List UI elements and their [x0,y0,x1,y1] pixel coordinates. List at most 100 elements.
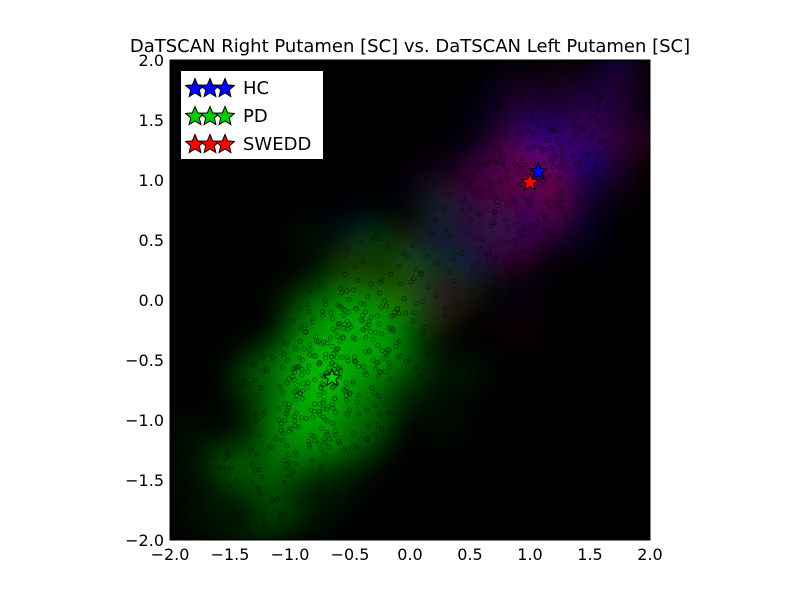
density-glow [207,571,229,593]
data-point [622,144,628,150]
density-glow [491,146,514,169]
data-point [307,445,313,451]
data-point [318,385,324,391]
data-point [249,362,255,368]
density-glow [324,480,347,503]
density-glow [350,231,373,254]
data-point [491,213,497,219]
data-point [368,281,374,287]
data-point [411,276,417,282]
data-point [410,318,416,324]
data-point [558,164,564,170]
data-point [541,90,547,96]
data-point [294,410,300,416]
data-point [293,346,299,352]
data-point [525,199,531,205]
density-glow [493,66,516,89]
data-point [481,162,487,168]
data-point [378,304,384,310]
density-glow [389,272,412,295]
data-point [474,236,480,242]
density-glow [177,420,200,443]
x-tick-label: −2.0 [151,545,190,564]
data-point [327,436,333,442]
data-point [351,431,357,437]
density-glow [441,361,464,384]
data-point [329,402,335,408]
data-point [325,404,331,410]
data-point [442,417,448,423]
data-point [434,261,440,267]
data-point [366,322,372,328]
data-point [321,390,327,396]
data-point [318,425,324,431]
data-point [432,178,438,184]
data-point [584,152,590,158]
data-point [309,457,315,463]
density-glow [462,127,485,150]
data-point [584,104,590,110]
data-point [308,407,314,413]
data-point [224,448,230,454]
x-tick-label: 0.5 [457,545,482,564]
data-point [356,411,362,417]
data-point [619,177,625,183]
centroid-star-pd [322,367,342,387]
data-point [595,117,601,123]
data-point [492,195,498,201]
data-point [424,254,430,260]
data-point [530,113,536,119]
data-point [511,144,517,150]
data-point [517,263,523,269]
legend-star [185,77,206,98]
density-glow [590,131,613,154]
data-point [378,369,384,375]
data-point [447,269,453,275]
data-point [385,243,391,249]
data-point [350,443,356,449]
data-point [553,128,559,134]
data-point [360,312,366,318]
data-point [386,359,392,365]
data-point [368,314,374,320]
data-point [363,372,369,378]
density-glow [450,199,473,222]
data-point [471,191,477,197]
data-point [341,312,347,318]
data-point [523,170,529,176]
data-point [330,326,336,332]
data-point [298,391,304,397]
data-point [571,80,577,86]
data-point [224,467,230,473]
data-point [311,401,317,407]
data-point [340,335,346,341]
data-point [517,172,523,178]
data-point [282,466,288,472]
data-point [326,269,332,275]
data-point [363,324,369,330]
data-point [412,393,418,399]
data-point [556,198,562,204]
data-point [486,261,492,267]
data-point [316,392,322,398]
data-point [196,514,202,520]
data-point [223,455,229,461]
data-point [366,348,372,354]
data-point [302,322,308,328]
data-point [521,89,527,95]
data-point [539,209,545,215]
data-point [558,143,564,149]
data-point [559,148,565,154]
y-tick-label: −2.0 [125,531,164,550]
data-point [316,360,322,366]
data-point [564,166,570,172]
data-point [307,289,313,295]
data-point [324,406,330,412]
data-point [309,515,315,521]
data-point [494,198,500,204]
data-point [326,365,332,371]
data-point [584,235,590,241]
density-glow [573,117,596,140]
data-point [293,397,299,403]
